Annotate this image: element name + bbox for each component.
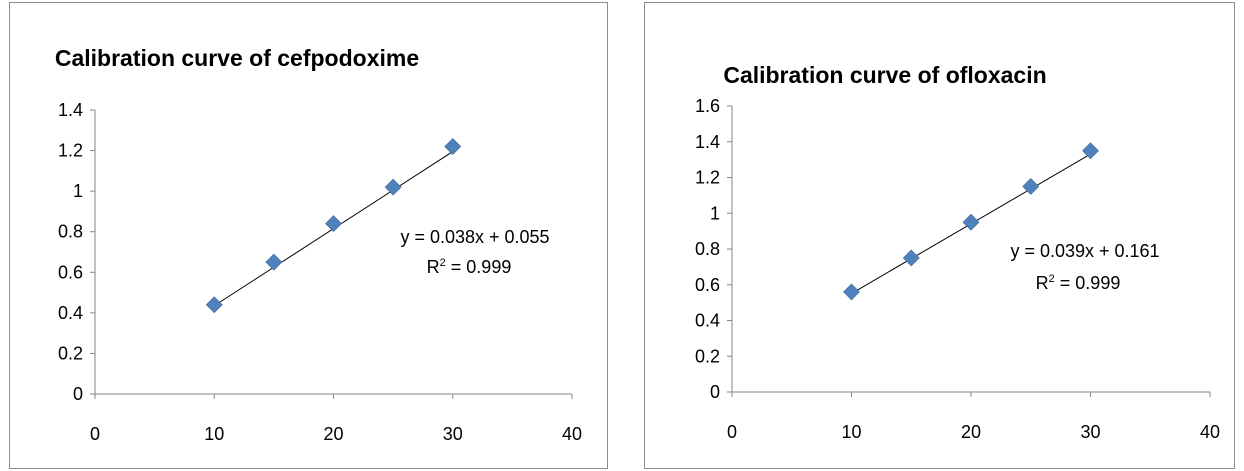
chart-title: Calibration curve of ofloxacin (723, 62, 1046, 88)
y-tick-label: 1.6 (695, 96, 720, 116)
y-tick-label: 1.4 (58, 100, 83, 120)
trendline-equation: y = 0.039x + 0.161 (1010, 241, 1159, 261)
x-tick-label: 30 (1080, 422, 1100, 442)
y-tick-label: 0.8 (695, 239, 720, 259)
x-tick-label: 40 (562, 424, 582, 444)
x-tick-label: 20 (323, 424, 343, 444)
chart-ofloxacin: Calibration curve of ofloxacin 0 0.2 0.4 0.… (695, 62, 1220, 442)
x-tick-label: 30 (443, 424, 463, 444)
chart-panel-ofloxacin: Calibration curve of ofloxacin 0 0.2 0.4 0.… (644, 2, 1235, 469)
x-tick-label: 0 (90, 424, 100, 444)
x-tick-label: 10 (841, 422, 861, 442)
data-point (1082, 142, 1099, 160)
data-point (384, 178, 402, 196)
y-tick-label: 1 (710, 203, 720, 223)
y-tick-label: 1.4 (695, 132, 720, 152)
trendline-equation: y = 0.038x + 0.055 (400, 227, 549, 247)
y-tick-label: 0 (73, 384, 83, 404)
y-tick-label: 0.8 (58, 222, 83, 242)
data-point (444, 138, 462, 155)
data-point (902, 249, 920, 267)
y-tick-label: 0.4 (58, 303, 83, 323)
x-tick-label: 10 (204, 424, 224, 444)
data-point (843, 283, 860, 301)
chart-cefpodoxime: Calibration curve of cefpodoxime 0 0.2 0.4… (55, 45, 582, 444)
y-tick-label: 1.2 (695, 168, 720, 188)
y-tick-label: 0.2 (58, 343, 83, 363)
x-tick-label: 0 (727, 422, 737, 442)
y-tick-label: 0.6 (58, 262, 83, 282)
y-tick-label: 1 (73, 181, 83, 201)
chart-title: Calibration curve of cefpodoxime (55, 45, 419, 71)
data-point (265, 253, 283, 271)
x-tick-label: 40 (1200, 422, 1220, 442)
x-tick-label: 20 (961, 422, 981, 442)
y-tick-label: 0 (710, 382, 720, 402)
y-tick-label: 0.6 (695, 275, 720, 295)
data-point (205, 296, 223, 314)
r-squared-label: R2 = 0.999 (1036, 273, 1121, 293)
data-point (962, 213, 980, 231)
y-tick-label: 0.2 (695, 346, 720, 366)
r-squared-label: R2 = 0.999 (427, 257, 512, 277)
data-point (1022, 178, 1040, 195)
y-tick-label: 0.4 (695, 311, 720, 331)
data-point (325, 215, 342, 233)
chart-panel-cefpodoxime: Calibration curve of cefpodoxime 0 0.2 0.4… (9, 2, 608, 469)
y-tick-label: 1.2 (58, 141, 83, 161)
